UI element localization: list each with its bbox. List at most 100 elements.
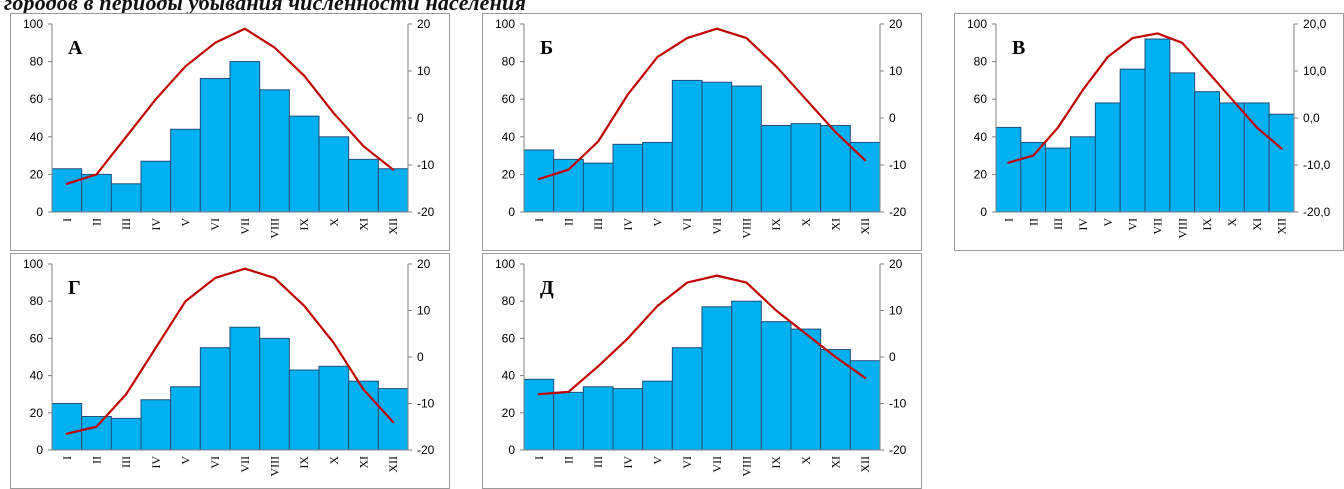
left-tick-label: 60 <box>974 92 988 106</box>
bar-V <box>170 128 201 213</box>
left-tick-label: 60 <box>502 92 516 106</box>
page-title-fragment: городов в периоды убывания численности н… <box>4 0 526 15</box>
bar-IV <box>612 143 644 213</box>
month-label: XI <box>357 218 371 231</box>
month-label: II <box>90 456 104 464</box>
month-label: V <box>651 456 665 465</box>
bar-VI <box>671 347 703 451</box>
month-label: VIII <box>268 456 282 477</box>
month-label: II <box>562 218 576 226</box>
bar-IX <box>760 125 792 213</box>
month-label: XI <box>829 218 843 231</box>
month-label: VII <box>710 456 724 473</box>
right-tick-label: -20 <box>417 443 435 457</box>
bar-VIII <box>259 337 290 451</box>
left-tick-label: 0 <box>36 443 43 457</box>
bar-VII <box>229 326 261 451</box>
month-label: XI <box>357 456 371 469</box>
month-label: III <box>119 218 133 230</box>
month-label: VIII <box>1175 218 1189 239</box>
bar-I <box>51 403 83 451</box>
month-label: I <box>60 218 74 222</box>
bar-XI <box>348 380 379 451</box>
month-label: V <box>1101 218 1115 227</box>
bar-VIII <box>259 89 290 213</box>
month-label: XII <box>386 456 400 473</box>
right-tick-label: -20 <box>417 205 435 219</box>
right-tick-label: -10 <box>417 397 435 411</box>
left-tick-label: 20 <box>30 406 44 420</box>
left-tick-label: 40 <box>502 130 516 144</box>
right-tick-label: 20 <box>417 257 431 271</box>
month-label: III <box>1051 218 1065 230</box>
left-tick-label: 80 <box>974 55 988 69</box>
bar-VIII <box>731 300 762 451</box>
chart-panel-v: 0 20 40 60 80 100 -20,0 -10,0 0,0 10,0 20,0 I II III I… <box>954 13 1344 251</box>
panel-letter: В <box>1012 37 1025 59</box>
bar-IX <box>760 321 792 451</box>
bar-VII <box>229 61 261 213</box>
panel-letter: Г <box>68 277 81 299</box>
left-tick-label: 100 <box>495 257 515 271</box>
right-tick-label: -10 <box>417 158 435 172</box>
left-tick-label: 0 <box>36 205 43 219</box>
right-tick-label: 20 <box>889 257 903 271</box>
bar-II <box>553 391 584 451</box>
temperature-line <box>65 267 395 435</box>
left-tick-label: 80 <box>502 294 516 308</box>
month-label: XII <box>1275 218 1289 235</box>
month-label: X <box>799 456 813 465</box>
bar-XII <box>1268 113 1295 213</box>
bar-V <box>1094 102 1121 213</box>
left-tick-label: 40 <box>30 130 44 144</box>
bar-XI <box>820 125 851 213</box>
bar-X <box>790 123 822 213</box>
month-label: VI <box>680 218 694 231</box>
left-tick-label: 80 <box>502 55 516 69</box>
month-label: XI <box>1250 218 1264 231</box>
temperature-line <box>65 27 395 185</box>
left-tick-label: 60 <box>502 331 516 345</box>
chart-panel-b: 0 20 40 60 80 100 -20 -10 0 10 20 I II III IV V VI VII VII… <box>482 13 922 251</box>
bar-I <box>51 168 83 213</box>
month-label: VIII <box>740 456 754 477</box>
month-label: XII <box>386 218 400 235</box>
month-label: III <box>591 456 605 468</box>
bar-XI <box>1243 102 1270 213</box>
month-label: VII <box>710 218 724 235</box>
bar-II <box>1020 141 1047 213</box>
month-label: IV <box>1076 218 1090 231</box>
right-tick-label: 10 <box>889 64 903 78</box>
month-label: IV <box>149 218 163 231</box>
bar-IV <box>612 388 644 451</box>
bar-XII <box>377 168 409 213</box>
month-label: IX <box>297 218 311 231</box>
bar-X <box>1219 102 1245 213</box>
left-tick-label: 0 <box>980 205 987 219</box>
left-tick-label: 100 <box>23 257 43 271</box>
left-tick-label: 40 <box>974 130 988 144</box>
month-label: I <box>60 456 74 460</box>
left-tick-label: 100 <box>495 17 515 31</box>
month-label: IV <box>621 218 635 231</box>
bar-VI <box>199 78 231 213</box>
left-tick-label: 60 <box>30 92 44 106</box>
bar-II <box>553 158 584 213</box>
bar-III <box>582 162 614 213</box>
left-tick-label: 40 <box>502 369 516 383</box>
bar-X <box>790 328 822 451</box>
month-label: VII <box>238 456 252 473</box>
bar-I <box>523 149 555 213</box>
right-tick-label: 20,0 <box>1303 17 1327 31</box>
bar-II <box>81 416 112 451</box>
left-tick-label: 80 <box>30 55 44 69</box>
month-label: IX <box>297 456 311 469</box>
bar-IX <box>1194 91 1220 213</box>
right-tick-label: 10 <box>417 64 431 78</box>
month-label: VI <box>1126 218 1140 231</box>
bar-V <box>642 380 673 451</box>
bar-IV <box>140 399 172 451</box>
month-label: I <box>532 456 546 460</box>
